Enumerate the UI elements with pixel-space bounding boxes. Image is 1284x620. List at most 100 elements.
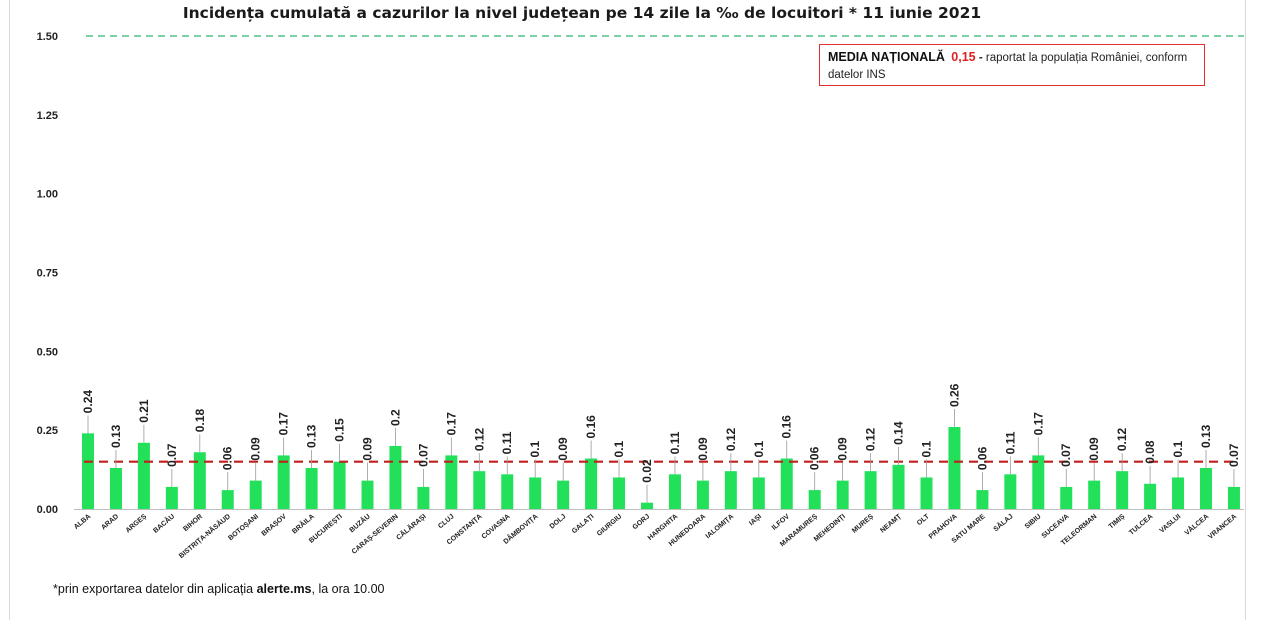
value-label: 0.12 — [724, 427, 738, 451]
value-label: 0.09 — [836, 437, 850, 461]
value-label: 0.12 — [472, 427, 486, 451]
y-tick-label: 0.00 — [37, 504, 58, 516]
bar — [445, 455, 458, 509]
value-label: 0.06 — [221, 446, 235, 470]
value-label: 0.1 — [1171, 440, 1185, 457]
bars-group — [82, 427, 1240, 509]
value-label: 0.09 — [696, 437, 710, 461]
bar — [193, 452, 206, 509]
bar — [333, 461, 346, 509]
bar — [696, 480, 709, 509]
y-tick-label: 1.50 — [37, 31, 58, 43]
bar — [976, 490, 989, 509]
value-label: 0.1 — [920, 440, 934, 457]
value-label: 0.11 — [500, 431, 514, 454]
x-tick-label: SIBIU — [1024, 513, 1043, 530]
bar — [1088, 480, 1101, 509]
bar — [920, 477, 933, 509]
bar — [361, 480, 374, 509]
value-label: 0.09 — [556, 437, 570, 461]
bar — [641, 502, 653, 509]
value-label: 0.07 — [1059, 443, 1073, 467]
bar — [109, 468, 122, 509]
frame-border-left — [9, 0, 10, 620]
bar — [808, 490, 821, 509]
value-label: 0.12 — [864, 427, 878, 451]
value-label: 0.24 — [81, 390, 95, 414]
value-label: 0.14 — [892, 421, 906, 445]
value-label: 0.13 — [1199, 424, 1213, 448]
bar — [1172, 477, 1185, 509]
x-axis: ALBA ARAD ARGEȘ BACĂU BIHORBISTRIȚA-NĂSĂUDBO… — [73, 509, 1244, 560]
x-tick-label: ILFOV — [771, 513, 792, 532]
value-label: 0.07 — [1227, 443, 1241, 467]
y-tick-label: 1.00 — [37, 189, 58, 201]
footnote-app: alerte.ms — [256, 582, 312, 596]
y-tick-label: 1.25 — [37, 110, 58, 122]
x-tick-label: IALOMIȚA — [705, 513, 735, 540]
value-label: 0.17 — [444, 412, 458, 436]
x-tick-label: BACĂU — [151, 512, 176, 535]
value-label: 0.16 — [584, 415, 598, 439]
value-label: 0.11 — [668, 431, 682, 454]
bar — [557, 480, 570, 509]
value-label: 0.26 — [947, 383, 961, 407]
national-mean-text: raportat la populația României, conform … — [828, 52, 1188, 81]
value-label: 0.17 — [1031, 412, 1045, 436]
bar — [529, 477, 542, 509]
value-label: 0.09 — [1087, 437, 1101, 461]
x-tick-label: BUZĂU — [347, 512, 372, 535]
bar — [82, 433, 94, 509]
y-axis: 0.00 0.25 0.50 0.75 1.00 1.25 1.50 — [37, 31, 58, 516]
bar — [668, 474, 681, 509]
y-tick-label: 0.50 — [37, 346, 58, 358]
x-tick-label: TULCEA — [1128, 513, 1154, 537]
bar — [249, 480, 262, 509]
bar — [780, 458, 793, 509]
x-tick-label: TIMIȘ — [1108, 513, 1127, 531]
y-tick-label: 0.75 — [37, 268, 58, 280]
x-tick-label: CLUJ — [437, 513, 456, 530]
national-mean-dash: - — [975, 52, 986, 64]
bar — [1144, 483, 1157, 509]
value-label: 0.08 — [1143, 440, 1157, 464]
value-label: 0.16 — [780, 415, 794, 439]
x-tick-label: ARGEȘ — [125, 513, 149, 535]
value-label: 0.09 — [249, 437, 263, 461]
bar — [724, 471, 737, 509]
x-tick-label: MUREȘ — [851, 513, 875, 535]
value-label: 0.13 — [305, 424, 319, 448]
bar — [137, 442, 150, 509]
bar — [277, 455, 290, 509]
value-label: 0.18 — [193, 409, 207, 433]
frame-border-right — [1245, 0, 1246, 620]
footnote-suffix: , la ora 10.00 — [311, 582, 385, 596]
x-tick-label: NEAMȚ — [879, 513, 903, 535]
x-tick-label: BRĂILA — [290, 512, 316, 536]
x-tick-label: IAȘI — [748, 513, 763, 527]
bar — [892, 464, 905, 509]
bar — [864, 471, 877, 509]
x-tick-label: GORJ — [632, 513, 652, 531]
x-tick-label: BOTOȘANI — [227, 513, 260, 542]
y-tick-label: 0.25 — [37, 425, 58, 437]
x-tick-label: BIHOR — [182, 513, 204, 533]
value-label: 0.09 — [361, 437, 375, 461]
x-tick-label: ARAD — [100, 513, 120, 531]
bar — [417, 486, 430, 509]
value-label: 0.02 — [640, 459, 654, 483]
x-tick-label: CĂLĂRAȘI — [394, 512, 428, 542]
x-tick-label: ALBA — [73, 513, 92, 531]
bar — [389, 445, 402, 509]
value-label: 0.06 — [808, 446, 822, 470]
value-label: 0.06 — [975, 446, 989, 470]
x-tick-label: OLT — [916, 513, 931, 527]
x-tick-label: VASLUI — [1159, 513, 1183, 535]
x-tick-label: SĂLAJ — [991, 512, 1014, 534]
bar — [836, 480, 849, 509]
value-label: 0.21 — [137, 399, 151, 423]
x-tick-label: BRAȘOV — [260, 513, 288, 538]
value-label: 0.11 — [1003, 431, 1017, 454]
value-label: 0.2 — [388, 409, 402, 426]
value-label: 0.15 — [333, 418, 347, 442]
